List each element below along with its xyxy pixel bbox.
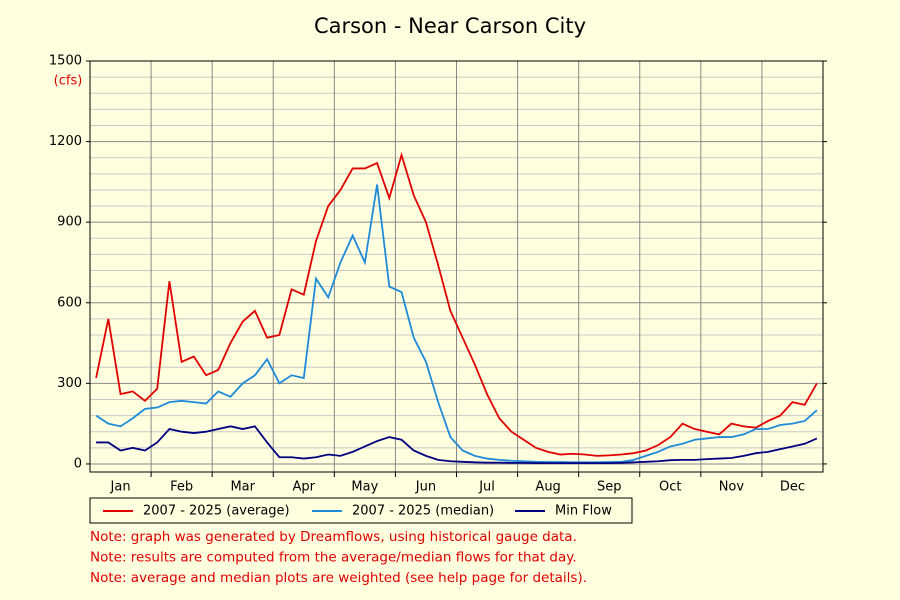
x-tick-label: Jan [110,480,131,495]
legend-label: 2007 - 2025 (median) [352,504,494,519]
y-tick-label: 0 [74,456,82,471]
y-tick-label: 600 [57,295,82,310]
x-tick-label: Dec [780,480,805,495]
plot-frame [89,60,824,473]
x-tick-label: Sep [597,480,622,495]
x-tick-label: Mar [230,480,255,495]
y-axis-label: (cfs) [54,74,83,89]
x-tick-label: Oct [659,480,681,495]
y-tick-label: 300 [57,376,82,391]
x-tick-label: Aug [535,480,560,495]
x-tick-label: Nov [719,480,745,495]
y-tick-label: 1200 [49,134,82,149]
x-tick-label: Apr [293,480,316,495]
note: Note: graph was generated by Dreamflows,… [90,529,577,545]
series-line [96,425,818,465]
x-tick-label: Feb [170,480,193,495]
series-line [95,151,818,457]
series-line [95,184,818,464]
x-tick-label: Jun [415,480,436,495]
chart-title: Carson - Near Carson City [314,14,586,38]
x-tick-label: May [351,480,378,495]
y-tick-label: 900 [57,215,82,230]
legend [89,497,633,524]
note: Note: average and median plots are weigh… [90,570,587,586]
x-tick-label: Jul [478,480,495,495]
note: Note: results are computed from the aver… [90,550,577,566]
y-tick-label: 1500 [49,54,82,69]
legend-label: 2007 - 2025 (average) [143,504,290,519]
legend-label: Min Flow [555,504,612,519]
